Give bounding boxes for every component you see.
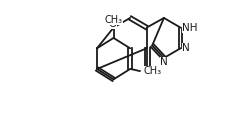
Text: NH: NH [182,23,197,33]
Text: O: O [143,67,151,77]
Text: N: N [182,43,189,53]
Text: CH₃: CH₃ [143,66,161,76]
Text: CH₃: CH₃ [105,15,123,25]
Text: N: N [182,23,189,33]
Text: N: N [160,57,168,67]
Text: O: O [109,19,117,29]
